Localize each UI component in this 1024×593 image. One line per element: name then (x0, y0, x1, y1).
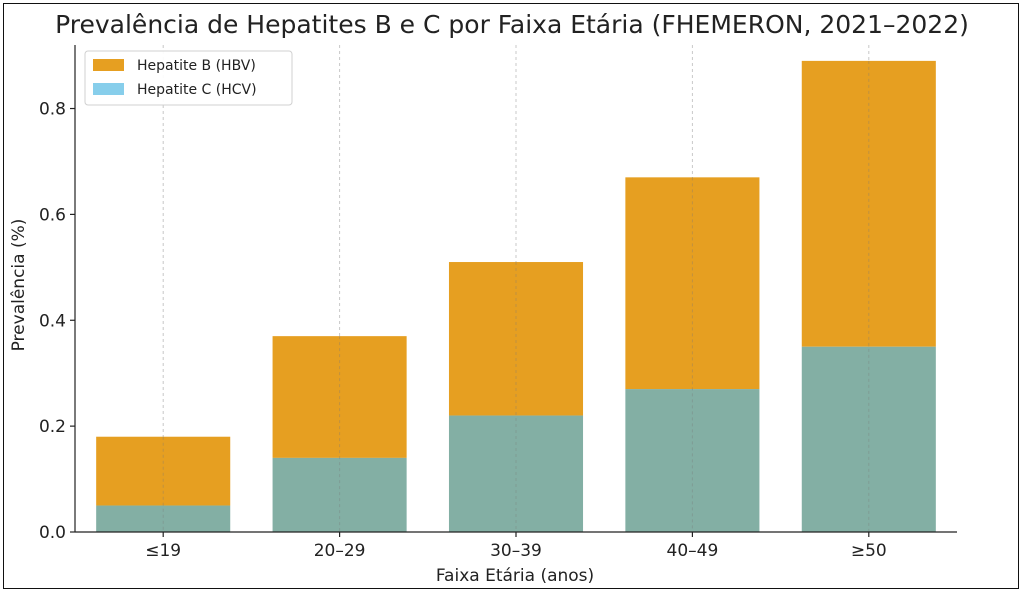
legend-label: Hepatite B (HBV) (137, 58, 256, 74)
bars (96, 60, 936, 532)
x-tick-label: 40–49 (667, 541, 719, 561)
y-axis-label: Prevalência (%) (9, 219, 29, 352)
y-tick-label: 0.0 (39, 523, 66, 543)
tick-labels: 0.0 0.2 0.4 0.6 0.8 ≤19 20–29 30–39 40–49 ≥50 (39, 100, 887, 561)
legend-box (84, 50, 293, 106)
x-axis-label: Faixa Etária (anos) (436, 566, 594, 586)
bar-hcv (625, 389, 760, 532)
bar-hcv (448, 415, 584, 532)
bar-hcv (801, 346, 936, 532)
x-tick-label: ≤19 (145, 541, 181, 561)
bar-hcv (272, 457, 407, 532)
y-tick-label: 0.6 (39, 205, 66, 225)
legend: Hepatite B (HBV) Hepatite C (HCV) (84, 50, 293, 106)
bar-hbv (96, 436, 231, 506)
chart-title: Prevalência de Hepatites B e C por Faixa… (55, 10, 969, 39)
legend-swatch (93, 83, 124, 95)
bar-hcv (96, 505, 231, 532)
bar-hbv (448, 262, 584, 416)
y-tick-label: 0.2 (39, 417, 66, 437)
bar-hbv (625, 177, 760, 390)
bar-hbv (801, 60, 936, 347)
y-tick-label: 0.8 (39, 100, 66, 120)
legend-label: Hepatite C (HCV) (137, 82, 257, 98)
y-tick-label: 0.4 (39, 311, 66, 331)
x-tick-label: 20–29 (314, 541, 366, 561)
bar-hbv (272, 336, 407, 458)
legend-swatch (93, 59, 124, 71)
x-tick-label: ≥50 (851, 541, 887, 561)
x-tick-label: 30–39 (490, 541, 542, 561)
axes (70, 45, 957, 537)
